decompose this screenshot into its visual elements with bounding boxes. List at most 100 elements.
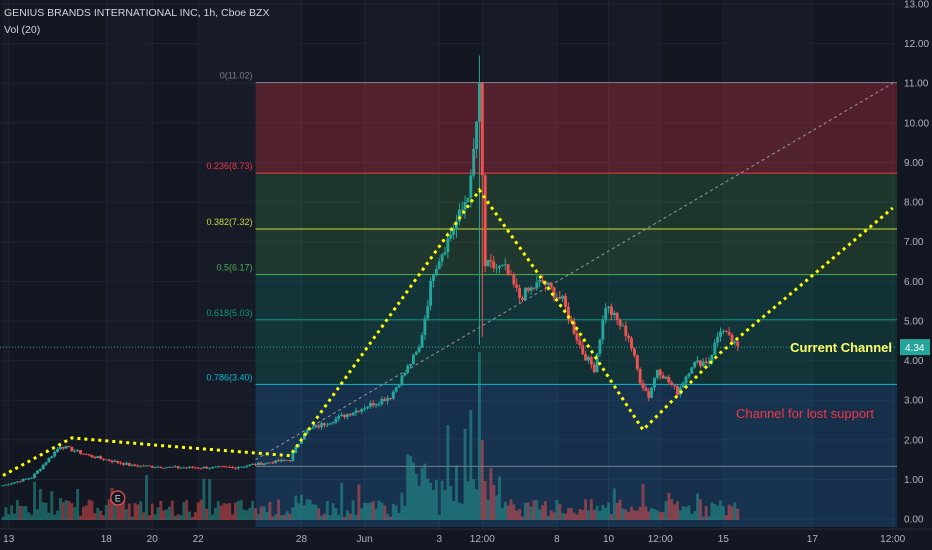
candle-body: [526, 287, 530, 291]
candle-body: [179, 467, 183, 469]
trend-line: [0, 82, 897, 461]
x-axis-tick-label: 8: [554, 534, 560, 545]
volume-bar: [704, 506, 708, 520]
candle-body: [587, 356, 590, 361]
volume-bar: [397, 513, 401, 520]
candle-body: [733, 341, 737, 344]
volume-bar: [104, 504, 108, 520]
candle-body: [44, 462, 48, 465]
candle-body: [684, 376, 688, 384]
candle-body: [632, 348, 636, 356]
fib-zone: [255, 274, 902, 320]
volume-bar: [53, 514, 57, 520]
candle-body: [170, 466, 174, 468]
volume-bar: [67, 500, 71, 520]
volume-bar: [670, 499, 674, 520]
candle-body: [598, 339, 602, 354]
candle-body: [644, 387, 648, 392]
candle-body: [647, 391, 651, 398]
volume-bar: [653, 509, 656, 520]
candle-body: [102, 458, 105, 460]
candle-body: [127, 463, 131, 466]
candle-body: [360, 408, 364, 412]
candle-body: [328, 423, 332, 425]
volume-bar: [406, 454, 410, 520]
candle-body: [635, 355, 639, 369]
volume-bar: [492, 484, 496, 520]
candle-body: [607, 306, 611, 308]
x-axis-tick-label: 28: [296, 534, 308, 545]
candle-body: [630, 338, 633, 349]
volume-bar: [664, 501, 668, 520]
volume-bar: [498, 476, 501, 520]
candle-body: [420, 335, 424, 348]
x-axis-tick-label: 13: [3, 534, 15, 545]
volume-bar: [70, 503, 74, 520]
candle-body: [70, 447, 74, 452]
volume-bar: [322, 513, 326, 520]
candle-body: [641, 383, 645, 388]
volume-bar: [572, 512, 576, 520]
candle-body: [279, 459, 283, 462]
y-axis-tick-label: 4.00: [904, 356, 924, 367]
candle-body: [609, 306, 613, 316]
candle-body: [136, 465, 140, 467]
candle-body: [340, 414, 344, 416]
candle-body: [503, 264, 507, 266]
volume-bar: [644, 506, 648, 520]
candle-body: [592, 364, 596, 373]
volume-bar: [193, 512, 197, 520]
candle-body: [673, 385, 677, 387]
volume-bar: [512, 504, 516, 520]
candle-body: [325, 424, 329, 426]
candle-body: [710, 354, 714, 362]
y-axis-tick-label: 12.00: [904, 39, 929, 50]
candle-body: [168, 466, 171, 468]
candle-body: [35, 470, 39, 474]
candle-body: [466, 197, 470, 203]
volume-bar: [99, 510, 103, 520]
volume-bar: [676, 501, 679, 520]
candle-body: [211, 466, 214, 469]
volume-bar: [658, 512, 662, 520]
volume-bar: [153, 514, 157, 520]
volume-bar: [277, 499, 280, 520]
candle-body: [411, 354, 415, 365]
candle-body: [110, 460, 114, 462]
candle-body: [33, 473, 37, 478]
candle-body: [627, 335, 631, 339]
candle-body: [509, 274, 513, 276]
candle-body: [213, 466, 217, 468]
candle-body: [357, 410, 361, 412]
volume-bar: [719, 500, 722, 520]
volume-bar: [320, 515, 324, 520]
candle-body: [116, 460, 120, 463]
volume-bar: [377, 500, 381, 520]
candle-body: [440, 254, 444, 262]
candle-body: [670, 382, 674, 386]
candle-body: [368, 402, 372, 407]
candle-body: [558, 296, 562, 299]
candle-body: [566, 306, 570, 320]
volume-bar: [391, 503, 395, 520]
volume-bar: [343, 516, 346, 520]
y-axis-tick-label: 6.00: [904, 277, 924, 288]
volume-bar: [426, 478, 430, 520]
volume-bar: [56, 510, 59, 520]
candle-body: [10, 483, 14, 485]
volume-bar: [466, 481, 470, 520]
volume-bar: [389, 516, 392, 520]
volume-bar: [136, 504, 140, 520]
candle-body: [486, 260, 490, 267]
volume-bar: [581, 509, 585, 520]
volume-bar: [199, 499, 203, 520]
candle-body: [552, 287, 556, 298]
volume-bar: [630, 506, 633, 520]
candle-body: [730, 334, 734, 344]
volume-bar: [35, 509, 39, 520]
candle-body: [173, 466, 177, 468]
volume-bar: [202, 478, 206, 520]
x-axis-tick-label: 20: [147, 534, 159, 545]
candle-body: [21, 479, 25, 482]
